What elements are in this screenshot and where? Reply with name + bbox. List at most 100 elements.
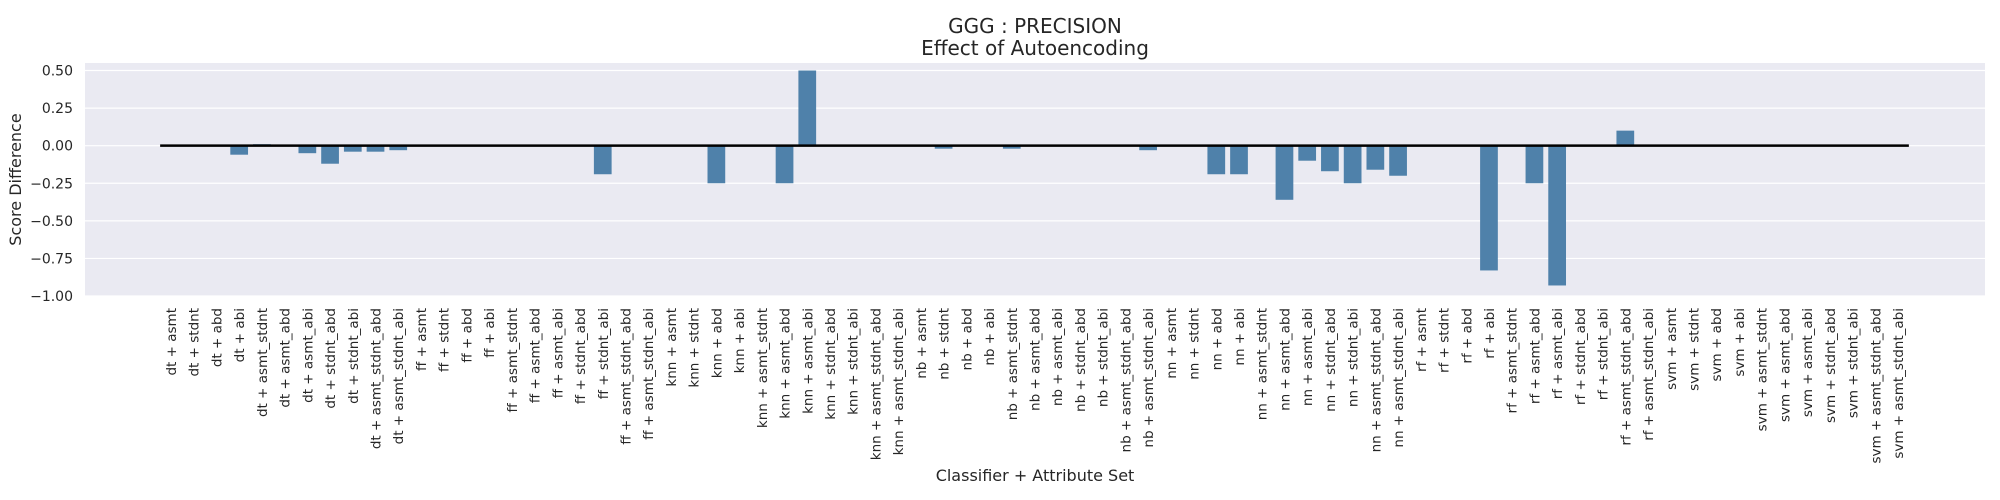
bar <box>798 70 817 146</box>
bar <box>1480 145 1498 271</box>
x-tick-label: knn + asmt_stdnt_abd <box>868 308 884 460</box>
bar <box>593 145 612 175</box>
bar <box>1139 145 1157 151</box>
bar <box>230 145 249 155</box>
x-tick-label: dt + stdnt_abd <box>323 308 339 409</box>
x-tick-label: svm + abd <box>1709 308 1725 381</box>
x-tick-label: rf + asmt <box>1414 308 1430 372</box>
x-tick-label: ff + asmt_abi <box>550 308 566 398</box>
x-tick-label: nn + asmt_stdnt_abi <box>1391 308 1407 448</box>
x-tick-label: dt + abd <box>209 308 225 367</box>
x-tick-label: knn + stdnt_abi <box>846 308 862 415</box>
bar <box>298 145 317 154</box>
bar <box>1321 145 1339 172</box>
x-tick-label: rf + abi <box>1482 308 1498 359</box>
y-tick-label: 0.00 <box>42 139 73 155</box>
y-tick-label: −1.00 <box>30 289 73 305</box>
plot-background <box>85 63 1985 296</box>
x-tick-label: nb + stdnt_abd <box>1073 308 1089 412</box>
x-tick-label: ff + asmt_abd <box>528 308 544 403</box>
x-tick-label: ff + abi <box>482 308 498 358</box>
x-tick-label: rf + asmt_abi <box>1550 308 1566 399</box>
x-tick-label: nn + asmt_abd <box>1277 308 1293 411</box>
x-tick-label: rf + stdnt <box>1437 308 1453 373</box>
bar <box>1525 145 1544 184</box>
x-tick-label: ff + asmt_stdnt_abd <box>618 308 634 445</box>
x-tick-label: nb + stdnt <box>937 308 953 380</box>
chart-title: GGG : PRECISION <box>948 14 1122 38</box>
x-tick-label: svm + abi <box>1732 308 1748 377</box>
bar <box>775 145 794 184</box>
x-tick-label: dt + stdnt <box>187 308 203 377</box>
x-tick-label: dt + asmt <box>164 308 180 376</box>
bar <box>1389 145 1407 176</box>
x-tick-label: nn + abi <box>1232 308 1248 366</box>
x-tick-label: dt + asmt_stdnt_abd <box>369 308 385 449</box>
x-tick-label: nb + asmt <box>914 308 930 379</box>
x-tick-label: rf + asmt_abd <box>1527 308 1543 404</box>
bar <box>1616 130 1635 146</box>
x-tick-label: svm + asmt_abd <box>1777 308 1793 422</box>
chart-subtitle: Effect of Autoencoding <box>921 36 1149 60</box>
x-tick-label: ff + stdnt_abi <box>596 308 612 399</box>
y-axis-label: Score Difference <box>6 113 25 245</box>
x-tick-label: nb + stdnt_abi <box>1096 308 1112 407</box>
bars <box>230 70 1635 286</box>
x-tick-label: knn + asmt_stdnt_abi <box>891 308 907 455</box>
x-tick-label: dt + asmt_abi <box>300 308 316 403</box>
bar <box>707 145 726 184</box>
x-tick-label: nb + asmt_abi <box>1050 308 1066 406</box>
x-tick-label: knn + stdnt_abd <box>823 308 839 420</box>
x-tick-label: rf + stdnt_abd <box>1573 308 1589 405</box>
bar <box>1207 145 1226 175</box>
x-tick-label: nb + asmt_abd <box>1028 308 1044 411</box>
bar <box>1548 145 1567 286</box>
x-tick-label: knn + asmt_abi <box>800 308 816 414</box>
x-tick-label: svm + asmt <box>1664 308 1680 390</box>
x-tick-label: svm + asmt_stdnt <box>1755 308 1771 431</box>
x-tick-label: dt + asmt_stdnt <box>255 308 271 417</box>
x-tick-label: knn + stdnt <box>687 308 703 388</box>
y-axis-ticks: 0.50 0.25 0.00 −0.25 −0.50 −0.75 −1.00 <box>30 64 73 305</box>
x-tick-label: dt + abi <box>232 308 248 362</box>
x-tick-label: svm + asmt_abi <box>1800 308 1816 417</box>
x-tick-label: knn + abi <box>732 308 748 373</box>
bar <box>1343 145 1362 184</box>
bar <box>366 145 385 152</box>
x-tick-label: nn + asmt <box>1164 308 1180 379</box>
x-tick-label: nb + abd <box>959 308 975 370</box>
x-tick-label: rf + asmt_stdnt <box>1505 308 1521 413</box>
x-tick-label: svm + stdnt_abi <box>1846 308 1862 418</box>
x-tick-label: nn + asmt_stdnt <box>1255 308 1271 420</box>
x-tick-label: svm + stdnt_abd <box>1823 308 1839 423</box>
x-tick-label: ff + asmt_stdnt <box>505 308 521 412</box>
y-tick-label: −0.25 <box>30 176 73 192</box>
x-tick-label: knn + asmt_abd <box>778 308 794 419</box>
x-tick-label: rf + abd <box>1459 308 1475 364</box>
x-tick-label: nn + abd <box>1209 308 1225 370</box>
x-tick-label: rf + stdnt_abi <box>1596 308 1612 400</box>
bar <box>934 145 953 149</box>
x-tick-label: nb + asmt_stdnt_abd <box>1118 308 1134 452</box>
x-tick-label: nn + stdnt_abd <box>1323 308 1339 412</box>
x-tick-label: svm + asmt_stdnt_abd <box>1868 308 1884 463</box>
x-tick-label: nn + asmt_stdnt_abd <box>1368 308 1384 452</box>
x-tick-label: ff + asmt_stdnt_abi <box>641 308 657 440</box>
x-tick-label: ff + asmt <box>414 308 430 371</box>
y-tick-label: 0.50 <box>42 64 73 80</box>
bar <box>1275 145 1294 200</box>
x-tick-label: ff + stdnt <box>437 308 453 372</box>
x-tick-label: knn + abd <box>709 308 725 378</box>
x-tick-label: ff + abd <box>459 308 475 363</box>
bar <box>1002 145 1021 149</box>
x-axis-ticks: dt + asmt dt + stdnt dt + abd dt + abi dt + … <box>164 308 1907 463</box>
bar <box>1366 145 1385 170</box>
x-tick-label: dt + stdnt_abi <box>346 308 362 404</box>
x-tick-label: svm + asmt_stdnt_abi <box>1891 308 1907 459</box>
x-tick-label: nb + asmt_stdnt_abi <box>1141 308 1157 448</box>
y-tick-label: −0.75 <box>30 251 73 267</box>
y-tick-label: 0.25 <box>42 101 73 117</box>
y-tick-label: −0.50 <box>30 214 73 230</box>
bar <box>1230 145 1248 175</box>
